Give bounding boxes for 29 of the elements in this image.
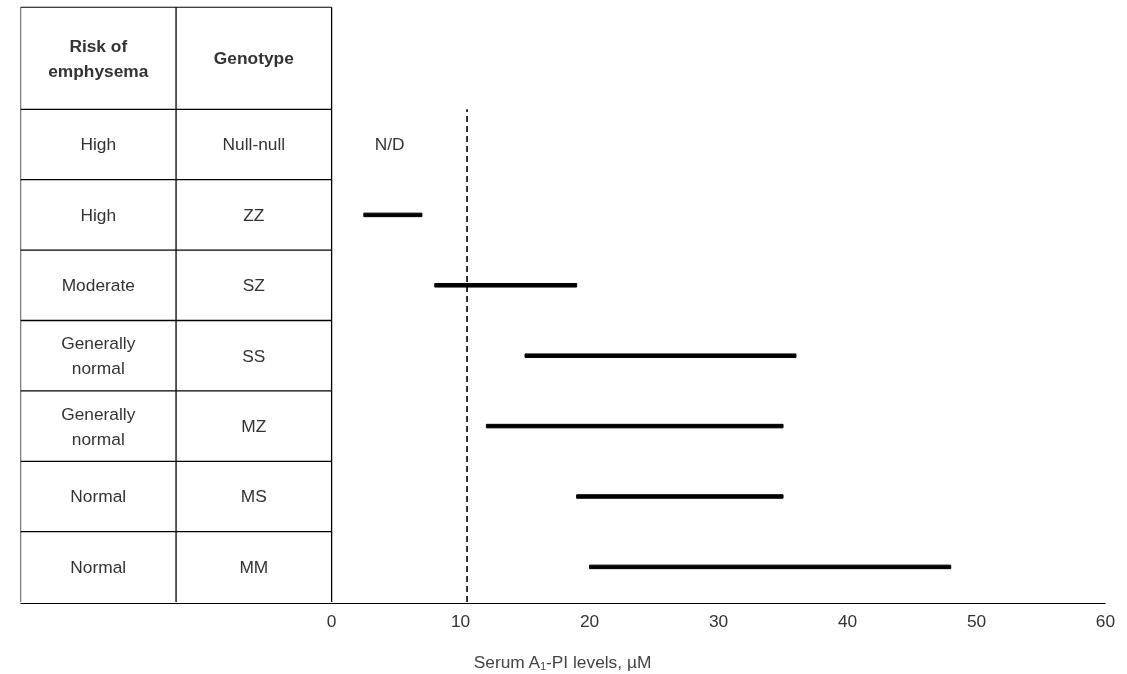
x-tick-label: 0 xyxy=(326,610,337,631)
y-tick-label: Null-null xyxy=(222,134,286,155)
bar xyxy=(589,564,952,570)
text: High xyxy=(80,134,117,155)
x-tick-label: 30 xyxy=(708,610,729,631)
bar xyxy=(363,212,423,218)
y-tick-label: MS xyxy=(240,486,267,507)
y-tick-label: SZ xyxy=(242,275,266,296)
y-tick-label: MZ xyxy=(241,416,267,437)
y-tick-label: MM xyxy=(239,556,269,577)
bar xyxy=(524,353,797,358)
y-tick-label: ZZ xyxy=(243,204,265,225)
x-tick-label: 50 xyxy=(966,610,987,631)
annotation: N/D xyxy=(374,134,405,155)
y-axis-title: Genotype xyxy=(213,48,295,69)
x-tick-label: 40 xyxy=(837,610,858,631)
y-tick-label: SS xyxy=(242,345,266,366)
text: Generally normal xyxy=(61,333,136,379)
text: Moderate xyxy=(61,275,135,296)
text: Normal xyxy=(70,486,127,507)
text: High xyxy=(80,204,117,225)
x-axis-title: Serum A₁-PI levels, µM xyxy=(473,651,652,672)
bar xyxy=(576,494,784,499)
text: Generally normal xyxy=(61,403,136,449)
text: Normal xyxy=(70,556,127,577)
x-tick-label: 60 xyxy=(1095,610,1116,631)
text: Risk of emphysema xyxy=(48,35,149,81)
x-tick-label: 20 xyxy=(579,610,600,631)
x-tick-label: 10 xyxy=(450,610,471,631)
